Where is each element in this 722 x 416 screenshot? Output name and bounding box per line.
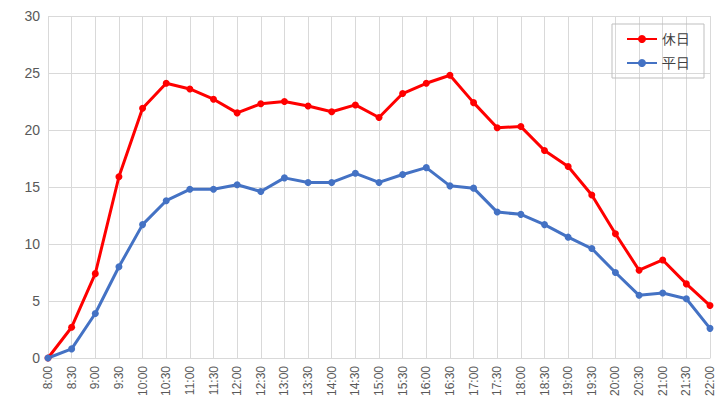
svg-text:12:30: 12:30 [254,366,268,396]
svg-text:18:30: 18:30 [538,366,552,396]
svg-text:21:30: 21:30 [679,366,693,396]
svg-text:16:30: 16:30 [443,366,457,396]
svg-text:25: 25 [24,65,40,81]
svg-text:15:30: 15:30 [396,366,410,396]
svg-text:20:30: 20:30 [632,366,646,396]
svg-text:12:00: 12:00 [230,366,244,396]
svg-text:14:30: 14:30 [348,366,362,396]
svg-text:21:00: 21:00 [656,366,670,396]
svg-text:19:00: 19:00 [561,366,575,396]
svg-text:8:00: 8:00 [41,366,55,390]
svg-text:13:00: 13:00 [277,366,291,396]
svg-text:平日: 平日 [662,55,690,71]
svg-text:17:30: 17:30 [490,366,504,396]
svg-text:11:00: 11:00 [183,366,197,395]
svg-text:16:00: 16:00 [419,366,433,396]
svg-text:20: 20 [24,122,40,138]
svg-text:9:00: 9:00 [88,366,102,390]
svg-text:0: 0 [32,350,40,366]
svg-text:10: 10 [24,236,40,252]
svg-text:15:00: 15:00 [372,366,386,396]
svg-text:8:30: 8:30 [65,366,79,390]
svg-text:30: 30 [24,8,40,24]
svg-text:13:30: 13:30 [301,366,315,396]
svg-text:10:00: 10:00 [136,366,150,396]
svg-text:14:00: 14:00 [325,366,339,396]
svg-text:11:30: 11:30 [207,366,221,395]
svg-text:17:00: 17:00 [467,366,481,396]
svg-text:休日: 休日 [662,31,690,47]
svg-text:9:30: 9:30 [112,366,126,390]
svg-text:19:30: 19:30 [585,366,599,396]
svg-text:15: 15 [24,179,40,195]
svg-text:22:00: 22:00 [703,366,717,396]
svg-text:5: 5 [32,293,40,309]
svg-text:20:00: 20:00 [608,366,622,396]
svg-text:10:30: 10:30 [159,366,173,396]
svg-text:18:00: 18:00 [514,366,528,396]
